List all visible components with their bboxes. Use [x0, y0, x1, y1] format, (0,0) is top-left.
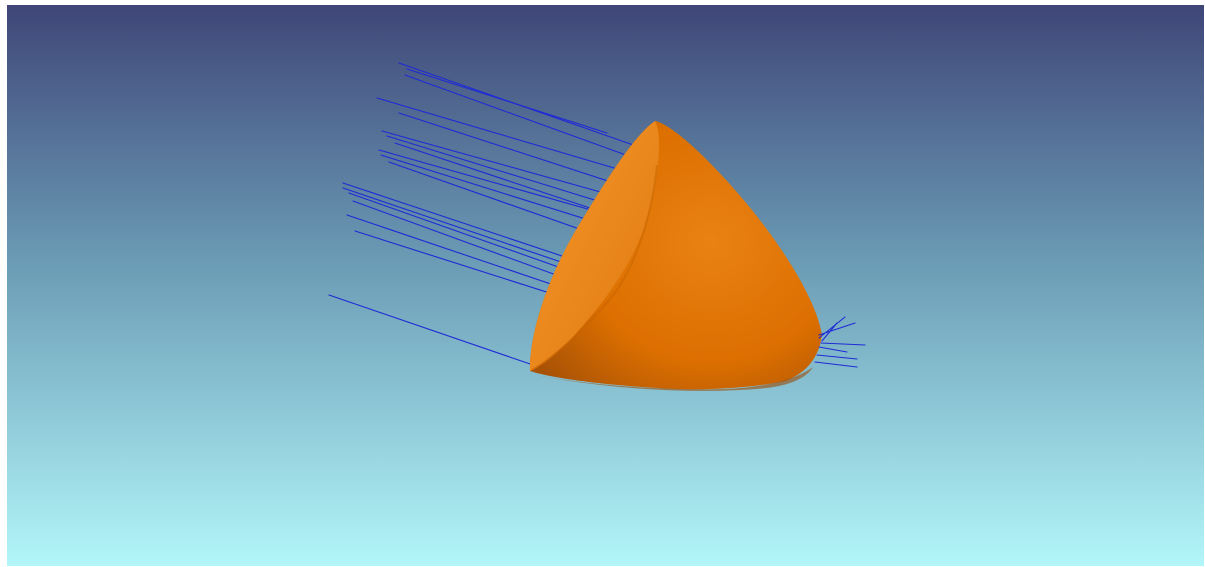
incident-ray-3 — [376, 97, 656, 181]
outgoing-ray-6 — [814, 361, 858, 368]
outgoing-ray-7 — [821, 322, 838, 342]
incident-ray-16 — [406, 68, 608, 134]
shell-bottom-shadow — [535, 367, 813, 391]
3d-viewport[interactable] — [7, 5, 1204, 566]
outgoing-rays — [814, 316, 866, 368]
outgoing-ray-2 — [818, 316, 846, 339]
incident-ray-15 — [328, 294, 534, 366]
shell-inner-surface — [529, 121, 660, 371]
outgoing-ray-3 — [820, 342, 866, 346]
shell-rim-shade — [531, 164, 658, 371]
incident-ray-2 — [404, 74, 660, 168]
outgoing-ray-5 — [816, 354, 858, 360]
paraboloid-shell — [529, 121, 822, 391]
outgoing-ray-4 — [818, 346, 848, 353]
scene-canvas — [7, 5, 1204, 566]
